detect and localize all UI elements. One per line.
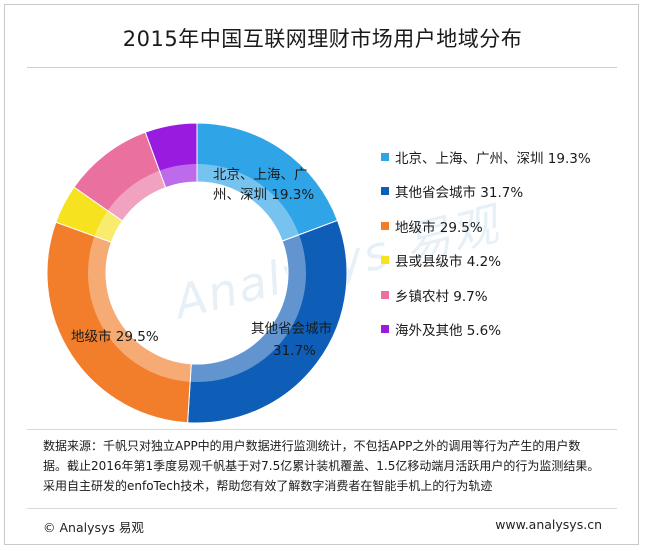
- donut-slice: [187, 219, 348, 424]
- legend-swatch: [381, 152, 389, 161]
- legend-item: 海外及其他 5.6%: [381, 321, 591, 340]
- donut-slice: [46, 221, 192, 424]
- website-link[interactable]: www.analysys.cn: [495, 517, 602, 532]
- slice-label-provincial-line2: 31.7%: [273, 343, 316, 359]
- title-divider: [27, 67, 617, 68]
- donut-chart: 北京、上海、广 州、深圳 19.3% 其他省会城市 31.7% 地级市 29.5…: [46, 122, 348, 424]
- donut-slice: [144, 122, 198, 189]
- legend-label: 乡镇农村 9.7%: [395, 288, 488, 305]
- legend-swatch: [381, 325, 389, 334]
- source-divider: [27, 429, 617, 430]
- data-source-note: 数据来源：千帆只对独立APP中的用户数据进行监测统计，不包括APP之外的调用等行…: [43, 439, 600, 493]
- legend-label: 县或县级市 4.2%: [395, 254, 502, 271]
- legend-label: 其他省会城市 31.7%: [395, 185, 524, 202]
- slice-label-provincial-line1: 其他省会城市: [251, 320, 332, 337]
- slice-label-tier1-line2: 州、深圳 19.3%: [213, 187, 314, 203]
- copyright-text: © Analysys 易观: [43, 520, 144, 535]
- chart-title: 2015年中国互联网理财市场用户地域分布: [122, 27, 523, 51]
- legend-label: 海外及其他 5.6%: [395, 323, 502, 340]
- donut-inner-ring: [88, 164, 306, 382]
- legend-item: 县或县级市 4.2%: [381, 252, 591, 271]
- legend-swatch: [381, 256, 389, 265]
- slice-labels: 北京、上海、广 州、深圳 19.3% 其他省会城市 31.7% 地级市 29.5…: [71, 167, 332, 359]
- slice-label-tier1-line1: 北京、上海、广: [213, 167, 308, 183]
- legend-swatch: [381, 187, 389, 196]
- legend-item: 北京、上海、广州、深圳 19.3%: [381, 148, 591, 167]
- legend-item: 地级市 29.5%: [381, 217, 591, 236]
- chart-legend: 北京、上海、广州、深圳 19.3% 其他省会城市 31.7% 地级市 29.5%…: [381, 148, 591, 356]
- report-card: 2015年中国互联网理财市场用户地域分布 Analysys 易观 北京、上海、广…: [4, 4, 639, 545]
- slice-label-prefecture-line1: 地级市 29.5%: [71, 328, 159, 345]
- legend-label: 地级市 29.5%: [395, 219, 483, 236]
- legend-item: 其他省会城市 31.7%: [381, 183, 591, 202]
- footer-divider: [27, 508, 617, 509]
- legend-item: 乡镇农村 9.7%: [381, 286, 591, 305]
- legend-swatch: [381, 221, 389, 230]
- legend-swatch: [381, 290, 389, 299]
- donut-slices: [46, 122, 348, 424]
- legend-label: 北京、上海、广州、深圳 19.3%: [395, 150, 591, 167]
